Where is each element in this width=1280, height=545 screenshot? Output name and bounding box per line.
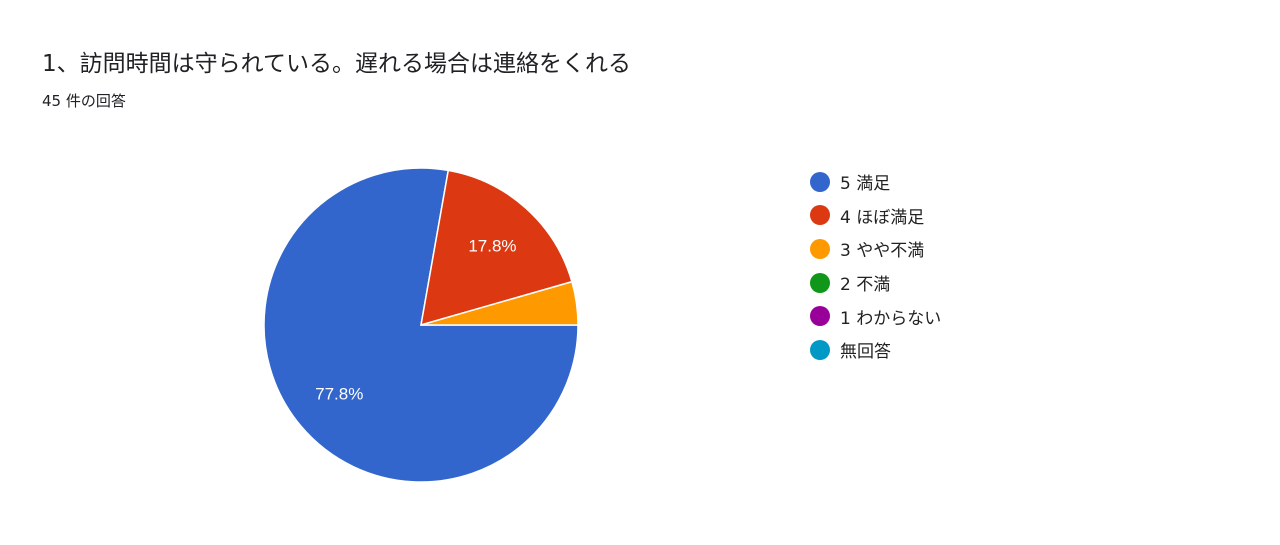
legend-item[interactable]: 無回答 [810,333,941,367]
pie-slice-2[interactable] [420,280,579,326]
legend-label: 1 わからない [840,308,942,329]
legend-swatch [810,339,830,360]
chart-title: 1、訪問時間は守られている。遅れる場合は連絡をくれる [42,51,631,77]
legend-item[interactable]: 1 わからない [810,299,941,333]
legend-item[interactable]: 2 不満 [810,266,941,300]
legend-swatch [810,272,830,293]
legend-label: 5 満足 [840,174,891,195]
legend-swatch [810,171,830,192]
legend-label: 無回答 [840,342,891,363]
slice-label-0: 77.8% [315,385,363,404]
legend-label: 4 ほぼ満足 [840,207,925,228]
slice-label-1: 17.8% [468,237,516,256]
response-count: 45 件の回答 [42,92,126,110]
legend-item[interactable]: 5 満足 [810,165,941,199]
legend-swatch [810,238,830,259]
pie-slice-1[interactable] [420,169,573,327]
legend-item[interactable]: 4 ほぼ満足 [810,199,941,233]
legend-swatch [810,306,830,327]
legend-label: 2 不満 [840,275,891,296]
legend-label: 3 やや不満 [840,241,925,262]
legend-swatch [810,205,830,226]
legend: 5 満足 4 ほぼ満足 3 やや不満 2 不満 1 わからない 無回答 [810,165,941,367]
legend-item[interactable]: 3 やや不満 [810,232,941,266]
